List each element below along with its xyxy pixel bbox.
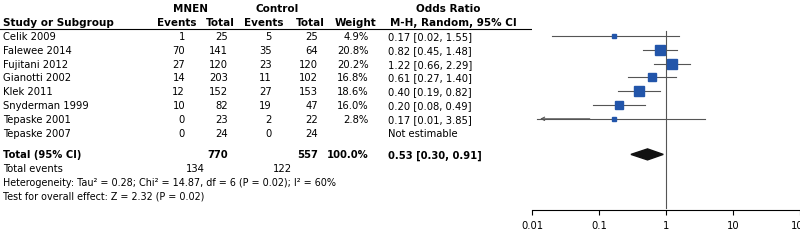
Text: M-H, Random, 95% CI: M-H, Random, 95% CI [657,18,783,28]
Text: 0.17 [0.02, 1.55]: 0.17 [0.02, 1.55] [388,32,472,42]
Text: 23: 23 [215,114,228,124]
Text: Celik 2009: Celik 2009 [3,32,56,42]
Text: 0: 0 [178,128,185,138]
Text: 141: 141 [209,46,228,56]
Text: Odds Ratio: Odds Ratio [688,4,752,14]
Text: 100.0%: 100.0% [327,150,369,160]
Text: Not estimable: Not estimable [388,128,458,138]
Text: 16.0%: 16.0% [338,101,369,111]
Text: 4.9%: 4.9% [344,32,369,42]
Text: 153: 153 [299,87,318,97]
Text: Weight: Weight [335,18,377,28]
Text: 19: 19 [259,101,272,111]
Text: 16.8%: 16.8% [338,73,369,83]
Text: Gianotti 2002: Gianotti 2002 [3,73,71,83]
Text: 22: 22 [306,114,318,124]
Text: 0.82 [0.45, 1.48]: 0.82 [0.45, 1.48] [388,46,472,56]
Text: Favours IEN: Favours IEN [541,227,599,237]
Text: 0.53 [0.30, 0.91]: 0.53 [0.30, 0.91] [388,150,482,160]
Text: Events: Events [158,18,197,28]
Text: 27: 27 [172,59,185,69]
Text: 47: 47 [306,101,318,111]
Text: 64: 64 [306,46,318,56]
Text: 70: 70 [172,46,185,56]
Text: 120: 120 [209,59,228,69]
Text: Tepaske 2001: Tepaske 2001 [3,114,71,124]
Text: 25: 25 [306,32,318,42]
Text: Favours Control: Favours Control [691,227,769,237]
Text: 20.2%: 20.2% [338,59,369,69]
Text: Tepaske 2007: Tepaske 2007 [3,128,71,138]
Text: 0.61 [0.27, 1.40]: 0.61 [0.27, 1.40] [388,73,472,83]
Text: 10: 10 [172,101,185,111]
Text: 23: 23 [259,59,272,69]
Text: 25: 25 [215,32,228,42]
Text: Test for overall effect: Z = 2.32 (P = 0.02): Test for overall effect: Z = 2.32 (P = 0… [3,191,204,201]
Text: 2: 2 [266,114,272,124]
Text: 11: 11 [259,73,272,83]
Text: 5: 5 [266,32,272,42]
Text: MNEN: MNEN [173,4,207,14]
Text: 122: 122 [273,164,292,174]
Text: 120: 120 [299,59,318,69]
Text: 134: 134 [186,164,205,174]
Text: Fujitani 2012: Fujitani 2012 [3,59,68,69]
Text: Control: Control [255,4,298,14]
Text: 20.8%: 20.8% [338,46,369,56]
Text: 2.8%: 2.8% [344,114,369,124]
Text: Total: Total [206,18,234,28]
Text: Klek 2011: Klek 2011 [3,87,53,97]
Text: Odds Ratio: Odds Ratio [416,4,480,14]
Text: 0: 0 [178,114,185,124]
Text: M-H, Random, 95% CI: M-H, Random, 95% CI [390,18,517,28]
Text: 0.20 [0.08, 0.49]: 0.20 [0.08, 0.49] [388,101,471,111]
Text: 35: 35 [259,46,272,56]
Text: 1: 1 [178,32,185,42]
Text: Events: Events [244,18,284,28]
Text: 14: 14 [172,73,185,83]
Text: 557: 557 [297,150,318,160]
Text: 24: 24 [306,128,318,138]
Text: Falewee 2014: Falewee 2014 [3,46,72,56]
Text: 12: 12 [172,87,185,97]
Text: 82: 82 [215,101,228,111]
Text: 770: 770 [207,150,228,160]
Text: 18.6%: 18.6% [338,87,369,97]
Text: 0.17 [0.01, 3.85]: 0.17 [0.01, 3.85] [388,114,472,124]
Text: 102: 102 [299,73,318,83]
Text: Total: Total [295,18,325,28]
Text: 0.40 [0.19, 0.82]: 0.40 [0.19, 0.82] [388,87,472,97]
Text: Heterogeneity: Tau² = 0.28; Chi² = 14.87, df = 6 (P = 0.02); I² = 60%: Heterogeneity: Tau² = 0.28; Chi² = 14.87… [3,178,336,188]
Text: Study or Subgroup: Study or Subgroup [3,18,114,28]
Text: 152: 152 [209,87,228,97]
Text: 203: 203 [209,73,228,83]
Text: 24: 24 [215,128,228,138]
Text: Total (95% CI): Total (95% CI) [3,150,82,160]
Text: Snyderman 1999: Snyderman 1999 [3,101,89,111]
Polygon shape [631,149,663,160]
Text: Total events: Total events [3,164,63,174]
Text: 1.22 [0.66, 2.29]: 1.22 [0.66, 2.29] [388,59,472,69]
Text: 27: 27 [259,87,272,97]
Text: 0: 0 [266,128,272,138]
